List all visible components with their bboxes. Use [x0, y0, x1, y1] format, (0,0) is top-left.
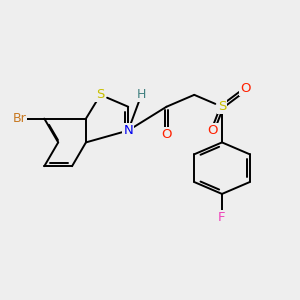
Text: F: F — [218, 211, 226, 224]
Text: S: S — [218, 100, 226, 113]
Text: O: O — [241, 82, 251, 95]
Text: N: N — [123, 124, 133, 137]
Text: Br: Br — [13, 112, 26, 125]
Text: S: S — [96, 88, 105, 101]
Text: H: H — [137, 88, 146, 101]
Text: O: O — [208, 124, 218, 137]
Text: O: O — [161, 128, 172, 141]
